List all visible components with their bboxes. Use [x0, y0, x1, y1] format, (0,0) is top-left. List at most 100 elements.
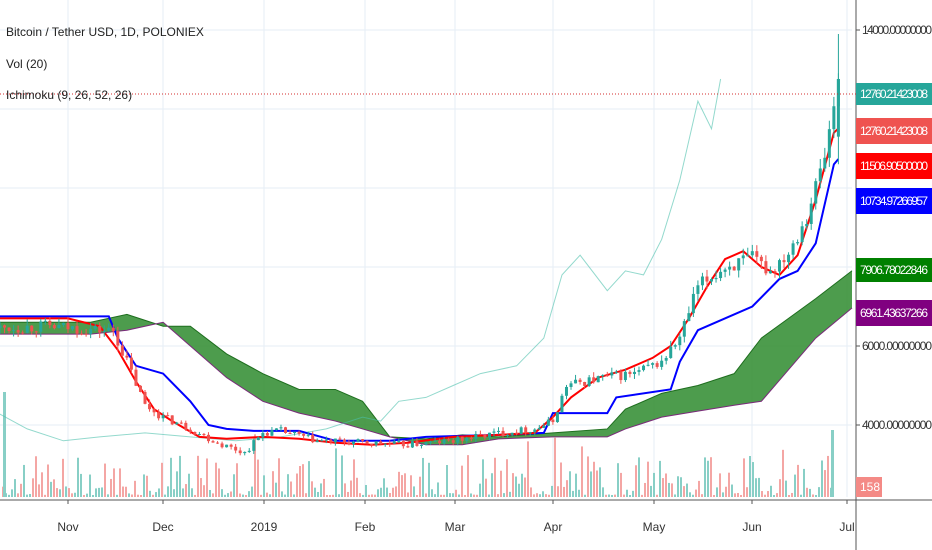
- volume-bar: [359, 493, 361, 497]
- volume-bar: [758, 477, 760, 497]
- candle-body: [66, 322, 70, 330]
- volume-bar: [335, 448, 337, 497]
- volume-legend[interactable]: Vol (20): [6, 57, 48, 71]
- volume-bar: [482, 459, 484, 497]
- volume-bar: [308, 461, 310, 497]
- candle-body: [125, 355, 129, 358]
- volume-bar: [323, 478, 325, 497]
- volume-bar: [266, 492, 268, 497]
- volume-bar: [560, 462, 562, 497]
- volume-bar: [50, 481, 52, 497]
- candle-body: [836, 78, 840, 137]
- volume-bar: [401, 475, 403, 497]
- candle-body: [265, 433, 269, 436]
- volume-bar: [536, 493, 538, 497]
- volume-bar: [635, 465, 637, 497]
- volume-bar: [206, 458, 208, 497]
- volume-bar: [101, 487, 103, 497]
- candle-body: [696, 285, 700, 294]
- candle-body: [370, 443, 374, 445]
- candle-body: [138, 385, 142, 392]
- candle-body: [229, 444, 233, 447]
- candle-body: [270, 430, 274, 436]
- volume-bar: [116, 494, 118, 497]
- volume-bar: [194, 494, 196, 497]
- volume-bar: [521, 473, 523, 497]
- candle-body: [732, 266, 736, 271]
- price-label-text: 11506.90500000: [860, 159, 928, 173]
- volume-bar: [419, 476, 421, 497]
- volume-bar: [269, 494, 271, 497]
- price-tick-label: 6000.00000000: [862, 339, 932, 353]
- price-labels: 12760.21423008 12760.21423008 11506.905000…: [0, 83, 932, 497]
- volume-bar: [437, 482, 439, 497]
- candle-body: [225, 444, 229, 448]
- volume-bar: [11, 489, 13, 497]
- candle-body: [569, 383, 573, 387]
- volume-bar: [80, 473, 82, 497]
- ichimoku-cloud: [0, 270, 853, 446]
- candle-body: [234, 446, 238, 451]
- candle-body: [243, 451, 247, 454]
- candle-body: [238, 450, 242, 454]
- volume-bar: [113, 468, 115, 497]
- volume-bar: [695, 489, 697, 497]
- volume-bar: [347, 491, 349, 497]
- candle-body: [211, 441, 215, 443]
- candle-body: [687, 313, 691, 322]
- candle-body: [796, 242, 800, 244]
- time-tick-label: Apr: [544, 520, 563, 534]
- volume-bar: [617, 463, 619, 497]
- ichimoku-legend[interactable]: Ichimoku (9, 26, 52, 26): [6, 88, 133, 102]
- candle-body: [800, 226, 804, 243]
- candle-body: [3, 325, 7, 328]
- symbol-legend[interactable]: Bitcoin / Tether USD, 1D, POLONIEX: [6, 25, 204, 39]
- volume-bar: [770, 485, 772, 497]
- candle-body: [193, 431, 197, 435]
- candle-body: [737, 258, 741, 271]
- time-tick-label: May: [643, 520, 666, 534]
- volume-bar: [32, 478, 34, 497]
- volume-bar: [593, 461, 595, 497]
- volume-bar: [701, 494, 703, 497]
- price-label-leading-span-b: [856, 300, 932, 326]
- volume-bar: [71, 493, 73, 497]
- candle-body: [501, 430, 505, 436]
- candle-body: [623, 371, 627, 381]
- candle-body: [678, 336, 682, 346]
- candle-body: [297, 431, 301, 434]
- candle-body: [510, 432, 514, 435]
- volume-bar: [647, 461, 649, 497]
- volume-bar: [626, 489, 628, 497]
- volume-bar: [611, 494, 613, 497]
- candle-body: [478, 433, 482, 435]
- volume-bar: [620, 472, 622, 497]
- volume-bar: [806, 487, 808, 497]
- price-tick-label: 14000.00000000: [862, 23, 932, 37]
- price-label-volume: [856, 477, 882, 497]
- candle-body: [98, 325, 102, 333]
- candle-body: [311, 434, 315, 443]
- candle-body: [506, 434, 510, 436]
- volume-bar: [209, 489, 211, 497]
- candle-body: [361, 439, 365, 441]
- candle-body: [84, 333, 88, 335]
- volume-bar: [746, 487, 748, 497]
- volume-bar: [659, 460, 661, 497]
- candle-body: [773, 271, 777, 273]
- volume-bar: [248, 491, 250, 497]
- volume-bar: [485, 478, 487, 497]
- volume-bar: [65, 486, 67, 497]
- candle-body: [542, 425, 546, 428]
- volume-bar: [812, 494, 814, 497]
- volume-bar: [794, 474, 796, 497]
- candle-body: [16, 330, 20, 333]
- volume-bar: [326, 495, 328, 497]
- volume-bar: [542, 491, 544, 497]
- candle-body: [374, 441, 378, 445]
- volume-bar: [545, 494, 547, 497]
- candle-body: [469, 437, 473, 439]
